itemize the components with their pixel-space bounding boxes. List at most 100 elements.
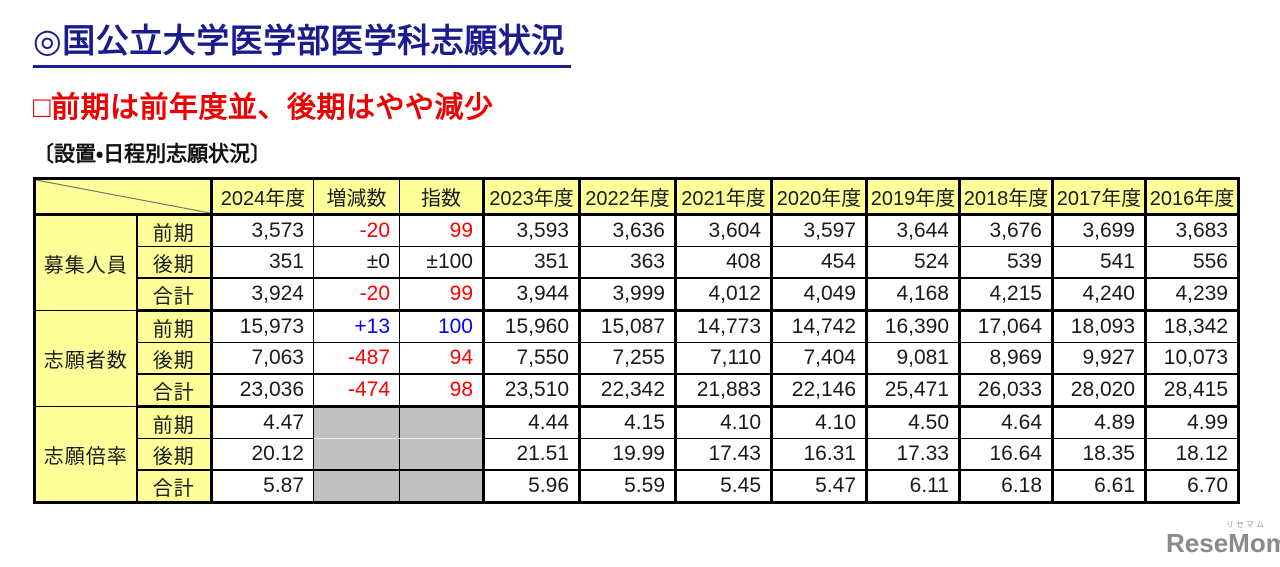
table-row: 志願倍率 前期 4.47 4.44 4.15 4.10 4.10 4.50 4.… (34, 406, 1239, 503)
year-cell: 4.10 (771, 406, 868, 439)
col-header-2023: 2023年度 (483, 178, 581, 216)
col-header-2021: 2021年度 (675, 178, 773, 216)
year-cell: 16.31 (771, 438, 868, 471)
year-cell: 5.45 (675, 470, 773, 504)
year-cell: 4,215 (959, 278, 1054, 312)
year-cell: 363 (579, 246, 677, 279)
year-cell: 26,033 (959, 374, 1054, 408)
diff-cell: -487 (313, 342, 400, 375)
year-cell: 4,012 (675, 278, 773, 312)
year-cell: 18,342 (1145, 310, 1239, 343)
year-cell: 7,110 (675, 342, 773, 375)
year-cell: 3,604 (675, 214, 773, 247)
table-row: 志願者数 前期 15,973 +13 100 15,960 15,087 14,… (34, 310, 1239, 407)
year-cell: 4,049 (771, 278, 868, 312)
corner-cell (34, 178, 213, 216)
year-cell: 4.44 (483, 406, 581, 439)
diagonal-line-icon (36, 180, 210, 213)
diff-cell: ±0 (313, 246, 400, 279)
year-cell: 4.10 (675, 406, 773, 439)
year-cell: 408 (675, 246, 773, 279)
year-cell: 8,969 (959, 342, 1054, 375)
diff-cell: -474 (313, 374, 400, 408)
period-label: 合計 (136, 278, 213, 312)
table-row: 後期 7,063 -487 94 7,550 7,255 7,110 7,404… (35, 342, 1239, 375)
index-cell: ±100 (399, 246, 485, 279)
year-cell: 28,415 (1145, 374, 1239, 408)
index-cell-disabled (399, 406, 485, 439)
period-label: 前期 (136, 214, 213, 247)
year-cell: 351 (483, 246, 581, 279)
year-cell: 17.33 (866, 438, 961, 471)
period-label: 後期 (136, 438, 213, 471)
year-cell: 541 (1052, 246, 1147, 279)
page-title: ◎国公立大学医学部医学科志願状況 (33, 14, 571, 68)
index-cell: 100 (399, 310, 485, 343)
year-cell: 4.89 (1052, 406, 1147, 439)
year-cell: 14,742 (771, 310, 868, 343)
current-year-cell: 3,924 (211, 278, 314, 312)
header-row: 2024年度 増減数 指数 2023年度 2022年度 2021年度 2020年… (34, 178, 1239, 216)
current-year-cell: 23,036 (211, 374, 314, 408)
year-cell: 18,093 (1052, 310, 1147, 343)
index-cell: 99 (399, 214, 485, 247)
year-cell: 6.11 (866, 470, 961, 504)
index-cell: 99 (399, 278, 485, 312)
year-cell: 5.47 (771, 470, 868, 504)
year-cell: 6.18 (959, 470, 1054, 504)
year-cell: 4,239 (1145, 278, 1239, 312)
current-year-cell: 5.87 (211, 470, 314, 504)
year-cell: 18.35 (1052, 438, 1147, 471)
year-cell: 5.59 (579, 470, 677, 504)
col-header-2024: 2024年度 (211, 178, 314, 216)
col-header-2019: 2019年度 (866, 178, 961, 216)
year-cell: 23,510 (483, 374, 581, 408)
period-label: 合計 (136, 470, 213, 504)
index-cell: 94 (399, 342, 485, 375)
year-cell: 19.99 (579, 438, 677, 471)
application-status-table: 2024年度 増減数 指数 2023年度 2022年度 2021年度 2020年… (33, 177, 1240, 504)
diff-cell: -20 (313, 278, 400, 312)
table-row: 後期 351 ±0 ±100 351 363 408 454 524 539 5… (35, 246, 1239, 279)
section-heading: □前期は前年度並、後期はやや減少 (33, 92, 494, 124)
diff-cell: +13 (313, 310, 400, 343)
year-cell: 7,550 (483, 342, 581, 375)
year-cell: 28,020 (1052, 374, 1147, 408)
table-row: 合計 23,036 -474 98 23,510 22,342 21,883 2… (35, 374, 1239, 408)
col-header-2022: 2022年度 (579, 178, 677, 216)
group-label: 募集人員 (34, 214, 138, 311)
year-cell: 9,081 (866, 342, 961, 375)
index-cell: 98 (399, 374, 485, 408)
year-cell: 4.99 (1145, 406, 1239, 439)
logo-text: ReseMom. (1166, 528, 1280, 558)
diff-cell: -20 (313, 214, 400, 247)
current-year-cell: 3,573 (211, 214, 314, 247)
table-row: 後期 20.12 21.51 19.99 17.43 16.31 17.33 1… (35, 438, 1239, 471)
year-cell: 539 (959, 246, 1054, 279)
year-cell: 556 (1145, 246, 1239, 279)
period-label: 合計 (136, 374, 213, 408)
year-cell: 9,927 (1052, 342, 1147, 375)
year-cell: 3,944 (483, 278, 581, 312)
year-cell: 15,960 (483, 310, 581, 343)
year-cell: 3,636 (579, 214, 677, 247)
diff-cell-disabled (313, 470, 400, 504)
current-year-cell: 351 (211, 246, 314, 279)
col-header-2018: 2018年度 (959, 178, 1054, 216)
year-cell: 22,342 (579, 374, 677, 408)
period-label: 前期 (136, 406, 213, 439)
year-cell: 4,240 (1052, 278, 1147, 312)
period-label: 前期 (136, 310, 213, 343)
year-cell: 18.12 (1145, 438, 1239, 471)
year-cell: 454 (771, 246, 868, 279)
table-row: 合計 3,924 -20 99 3,944 3,999 4,012 4,049 … (35, 278, 1239, 312)
year-cell: 524 (866, 246, 961, 279)
current-year-cell: 15,973 (211, 310, 314, 343)
index-cell-disabled (399, 470, 485, 504)
year-cell: 3,593 (483, 214, 581, 247)
current-year-cell: 7,063 (211, 342, 314, 375)
table-row: 募集人員 前期 3,573 -20 99 3,593 3,636 3,604 3… (34, 214, 1239, 311)
period-label: 後期 (136, 246, 213, 279)
year-cell: 4.50 (866, 406, 961, 439)
diff-cell-disabled (313, 406, 400, 439)
